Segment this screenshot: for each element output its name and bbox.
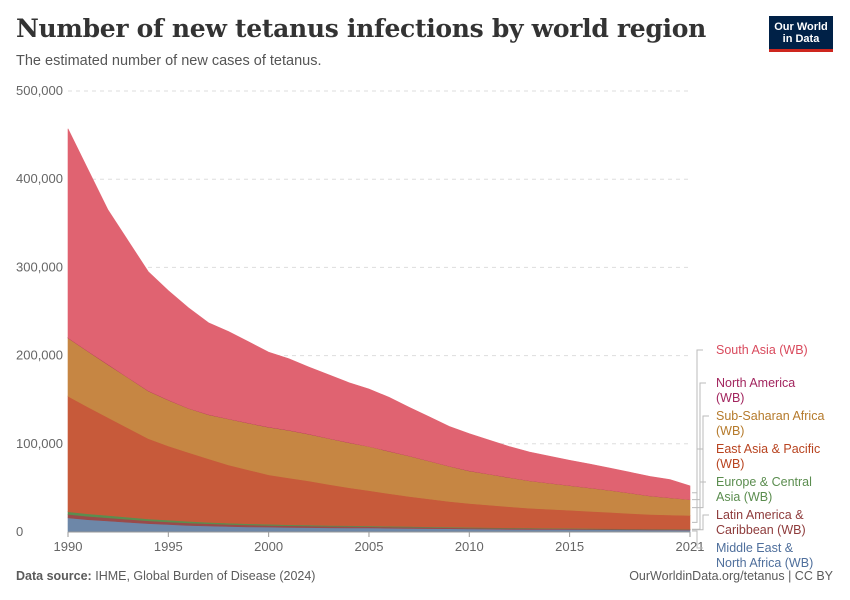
legend-item: South Asia (WB) <box>716 343 808 357</box>
legend-item-line: North America <box>716 376 795 390</box>
legend-item-line: Latin America & <box>716 508 804 522</box>
legend-connector <box>692 349 703 494</box>
y-axis: 0 100,000 200,000 300,000 400,000 500,000 <box>16 83 63 539</box>
legend-item-line: North Africa (WB) <box>716 556 813 570</box>
legend-connector <box>692 382 706 501</box>
data-source: Data source: IHME, Global Burden of Dise… <box>16 569 315 583</box>
y-tick-label: 400,000 <box>16 171 63 186</box>
legend-item: Sub-Saharan Africa (WB) <box>716 409 824 438</box>
legend-item: Latin America & Caribbean (WB) <box>716 508 806 537</box>
legend-item-line: (WB) <box>716 457 744 471</box>
owid-logo[interactable]: Our World in Data <box>769 16 833 52</box>
legend-connector <box>692 448 703 523</box>
legend-item-line: South Asia (WB) <box>716 343 808 357</box>
x-tick-label: 2000 <box>254 539 283 554</box>
x-tick-label: 2015 <box>555 539 584 554</box>
legend-item-line: Caribbean (WB) <box>716 523 806 537</box>
legend-item-line: Asia (WB) <box>716 490 772 504</box>
y-tick-label: 500,000 <box>16 83 63 98</box>
y-tick-label: 200,000 <box>16 348 63 363</box>
x-tick-label: 2021 <box>676 539 705 554</box>
logo-line-2: in Data <box>782 33 820 45</box>
legend: South Asia (WB)North America (WB)Sub-Saha… <box>692 343 824 570</box>
legend-item-line: Europe & Central <box>716 475 812 489</box>
legend-item-line: East Asia & Pacific <box>716 442 820 456</box>
legend-connector <box>692 514 709 531</box>
x-tick-label: 1990 <box>54 539 83 554</box>
area-south-asia-wb <box>67 128 691 500</box>
area-series <box>67 128 691 533</box>
legend-connector <box>692 530 703 549</box>
x-tick-label: 2005 <box>355 539 384 554</box>
legend-item-line: (WB) <box>716 424 744 438</box>
legend-item: Middle East & North Africa (WB) <box>716 541 813 570</box>
legend-item-line: Middle East & <box>716 541 794 555</box>
legend-item: East Asia & Pacific (WB) <box>716 442 820 471</box>
data-source-text[interactable]: IHME, Global Burden of Disease (2024) <box>95 569 316 583</box>
chart-subtitle: The estimated number of new cases of tet… <box>16 53 322 69</box>
chart-title: Number of new tetanus infections by worl… <box>16 14 707 43</box>
x-axis: 1990 1995 2000 2005 2010 2015 2021 <box>54 531 705 554</box>
legend-item-line: Sub-Saharan Africa <box>716 409 824 423</box>
x-tick-label: 1995 <box>154 539 183 554</box>
legend-item: North America (WB) <box>716 376 795 405</box>
footer-attribution[interactable]: OurWorldinData.org/tetanus | CC BY <box>629 569 833 583</box>
legend-item: Europe & Central Asia (WB) <box>716 475 812 504</box>
y-tick-label: 0 <box>16 524 23 539</box>
data-source-label: Data source: <box>16 569 92 583</box>
y-tick-label: 300,000 <box>16 259 63 274</box>
x-tick-label: 2010 <box>455 539 484 554</box>
legend-item-line: (WB) <box>716 391 744 405</box>
y-tick-label: 100,000 <box>16 436 63 451</box>
logo-line-1: Our World <box>774 21 828 33</box>
